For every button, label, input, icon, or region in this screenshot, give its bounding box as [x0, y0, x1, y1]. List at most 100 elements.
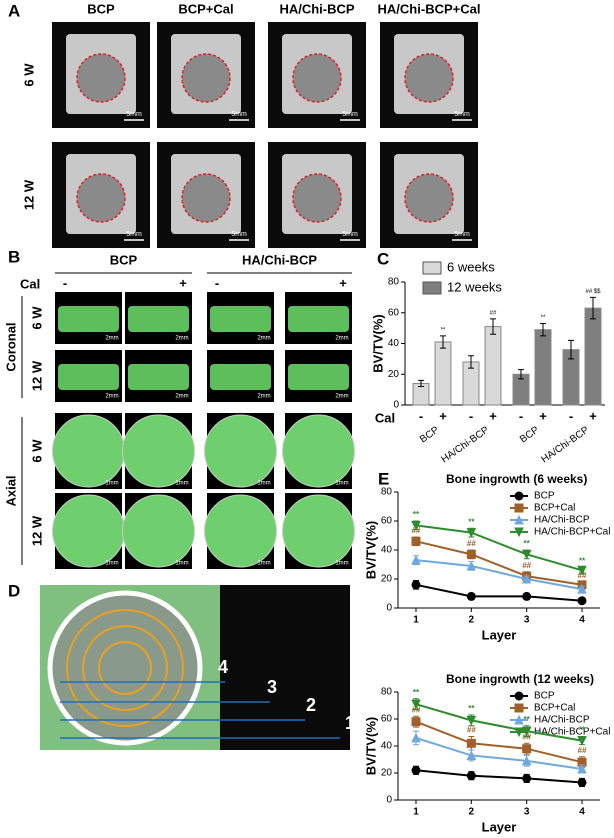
scaffold-disc	[47, 590, 203, 746]
layer-ring	[82, 625, 168, 711]
group-label: BCP	[518, 424, 541, 445]
point	[411, 536, 421, 546]
layer-label: 3	[267, 677, 277, 697]
legend-marker	[514, 514, 524, 525]
error-bar	[568, 339, 574, 360]
row-label: 12 W	[21, 179, 36, 210]
error-bar	[468, 355, 474, 369]
row-label: 6 W	[29, 306, 44, 330]
significance-label: ##	[412, 526, 421, 535]
panel-letter: A	[8, 1, 20, 20]
error-bar	[440, 335, 446, 349]
column-header: HA/Chi-BCP+Cal	[378, 1, 481, 16]
error-bar	[540, 323, 546, 337]
x-tick-label: 1	[413, 615, 419, 626]
x-tick-label: 4	[579, 807, 585, 818]
column-header: BCP+Cal	[178, 1, 233, 16]
defect-region	[292, 173, 342, 223]
legend-label: HA/Chi-BCP+Cal	[534, 727, 610, 738]
scale-bar-label: 2mm	[257, 336, 270, 342]
scale-bar-label: 2mm	[175, 336, 188, 342]
x-tick-label: -	[469, 408, 473, 423]
point	[466, 715, 477, 726]
y-tick-label: 20	[381, 574, 393, 585]
x-tick-label: +	[439, 408, 447, 423]
sign-label: -	[63, 275, 67, 290]
x-tick-label: 2	[469, 615, 475, 626]
legend-marker	[514, 691, 524, 701]
series-line	[415, 769, 583, 784]
sign-label: -	[215, 275, 219, 290]
y-axis-title: BV/TV(%)	[370, 314, 385, 373]
defect-region	[76, 173, 126, 223]
legend-marker	[514, 527, 524, 538]
bar	[534, 329, 552, 406]
treatment-label: Cal	[375, 410, 395, 425]
scale-bar-label: 5mm	[231, 231, 247, 238]
series-line	[415, 736, 583, 770]
defect-region	[181, 173, 231, 223]
point	[521, 755, 532, 766]
scale-bar-label: 5mm	[126, 231, 142, 238]
point	[411, 520, 421, 531]
scale-bar-label: 1mm	[257, 561, 270, 567]
error-bar	[518, 369, 524, 380]
point	[466, 528, 477, 538]
scale-bar-label: 1mm	[335, 561, 348, 567]
legend-marker	[514, 703, 524, 713]
point	[411, 765, 421, 775]
legend-marker	[514, 491, 524, 501]
point	[466, 560, 477, 571]
significance-label: ##	[467, 539, 476, 548]
defect-region	[181, 53, 231, 103]
y-tick-label: 0	[386, 795, 392, 806]
layer-label: 4	[218, 657, 228, 677]
point	[466, 738, 476, 748]
point	[522, 744, 532, 754]
x-axis-title: Layer	[482, 819, 517, 834]
group-label: HA/Chi-BCP	[439, 424, 491, 465]
y-tick-label: 40	[381, 741, 393, 752]
y-tick-label: 80	[381, 687, 393, 698]
significance-label: ##	[467, 726, 476, 735]
significance-label: **	[579, 557, 586, 566]
x-tick-label: 2	[469, 807, 475, 818]
layer-label: 1	[345, 713, 355, 733]
scale-bar-label: 1mm	[335, 481, 348, 487]
scale-bar-label: 2mm	[105, 394, 118, 400]
scale-bar-label: 1mm	[175, 561, 188, 567]
scale-bar-label: 1mm	[105, 481, 118, 487]
significance-label: **	[413, 688, 420, 697]
y-tick-label: 40	[381, 545, 393, 556]
sign-label: +	[179, 275, 187, 290]
point	[577, 763, 587, 774]
legend-label: BCP	[534, 491, 555, 502]
significance-label: **	[524, 715, 531, 724]
error-bar	[418, 379, 424, 388]
scale-bar-label: 2mm	[335, 394, 348, 400]
y-tick-label: 60	[388, 307, 400, 318]
bar	[484, 326, 502, 406]
legend-label: 12 weeks	[447, 279, 502, 294]
legend-label: 6 weeks	[447, 259, 495, 274]
x-tick-label: -	[419, 408, 423, 423]
point	[577, 736, 587, 746]
panel-letter: E	[378, 469, 389, 488]
row-label: 12 W	[29, 360, 44, 391]
scaffold-disc	[282, 494, 355, 568]
point	[411, 699, 421, 710]
significance-label: **	[468, 704, 475, 713]
legend-marker	[514, 714, 524, 725]
scale-bar-label: 5mm	[342, 111, 358, 118]
column-header: BCP	[87, 1, 115, 16]
group-label: BCP	[418, 424, 441, 445]
row-label: 6 W	[29, 439, 44, 463]
error-bar	[590, 296, 596, 320]
defect-region	[292, 53, 342, 103]
x-tick-label: +	[539, 408, 547, 423]
significance-label: **	[524, 539, 531, 548]
series-line	[415, 720, 583, 764]
layer-ring	[98, 641, 152, 695]
point	[521, 726, 532, 737]
treatment-label: Cal	[20, 276, 40, 291]
